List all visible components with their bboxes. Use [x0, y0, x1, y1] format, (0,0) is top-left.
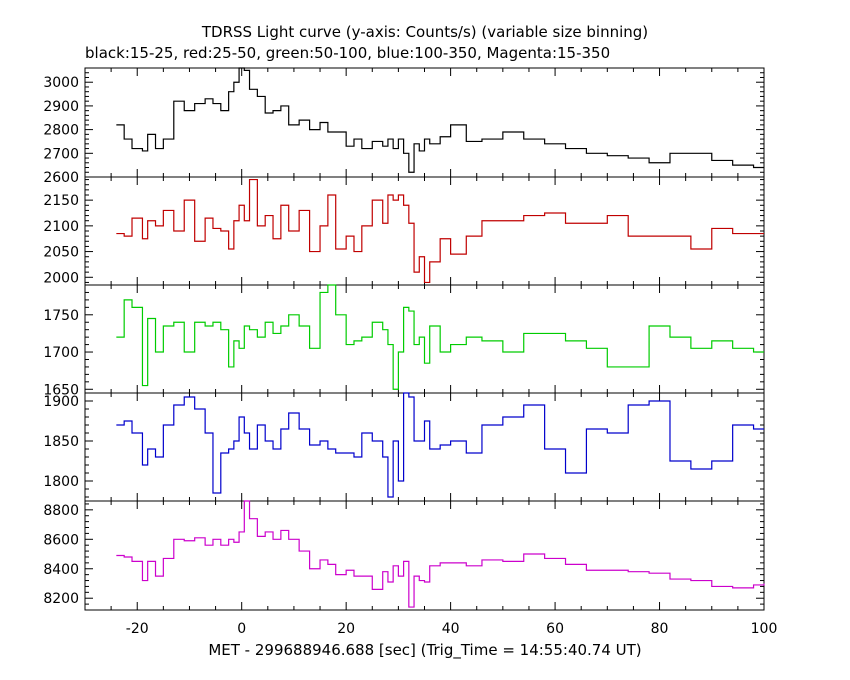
- y-tick-label: 1650: [43, 382, 79, 398]
- panel-3: 1800 1850 1900: [43, 392, 765, 502]
- y-tick-label: 2900: [43, 99, 79, 115]
- panel-frame: [84, 500, 765, 611]
- y-tick-label: 2000: [43, 270, 79, 286]
- y-tick-label: 1700: [43, 345, 79, 361]
- panel-frame: [84, 67, 765, 178]
- y-tick-label: 1900: [43, 394, 79, 410]
- series-line-1: [116, 178, 764, 284]
- y-tick-label: 2800: [43, 123, 79, 139]
- y-tick-label: 8800: [43, 503, 79, 519]
- x-tick-label: 60: [546, 621, 564, 637]
- series-line-2: [116, 284, 764, 390]
- x-axis: -20 0 20 40 60 80 100: [126, 621, 778, 637]
- y-tick-label: 8200: [43, 591, 79, 607]
- y-tick-label: 2050: [43, 245, 79, 261]
- panel-1: 2000 2050 2100 2150: [43, 176, 765, 286]
- y-tick-label: 1750: [43, 308, 79, 324]
- y-tick-label: 1850: [43, 434, 79, 450]
- panels-group: 2600 2700 2800 2900 3000 2000 2050 2100 2150 1650…: [43, 67, 765, 611]
- x-tick-label: 0: [237, 621, 246, 637]
- panel-4: 8200 8400 8600 8800: [43, 500, 765, 611]
- x-tick-label: 40: [442, 621, 460, 637]
- y-tick-label: 2100: [43, 219, 79, 235]
- x-tick-label: 100: [751, 621, 778, 637]
- y-tick-label: 2150: [43, 193, 79, 209]
- chart-subtitle: black:15-25, red:25-50, green:50-100, bl…: [85, 44, 610, 62]
- chart-title: TDRSS Light curve (y-axis: Counts/s) (va…: [201, 23, 648, 41]
- y-tick-label: 1800: [43, 474, 79, 490]
- panel-frame: [84, 392, 765, 502]
- y-tick-label: 8400: [43, 562, 79, 578]
- x-tick-label: -20: [126, 621, 149, 637]
- panel-2: 1650 1700 1750: [43, 284, 765, 398]
- series-line-4: [116, 500, 765, 608]
- y-tick-label: 8600: [43, 532, 79, 548]
- panel-0: 2600 2700 2800 2900 3000: [43, 67, 765, 186]
- series-line-0: [116, 67, 764, 173]
- x-axis-label: MET - 299688946.688 [sec] (Trig_Time = 1…: [208, 641, 641, 660]
- series-line-3: [116, 392, 764, 498]
- y-tick-label: 3000: [43, 75, 79, 91]
- x-tick-label: 80: [651, 621, 669, 637]
- y-tick-label: 2700: [43, 146, 79, 162]
- y-tick-label: 2600: [43, 170, 79, 186]
- x-tick-label: 20: [337, 621, 355, 637]
